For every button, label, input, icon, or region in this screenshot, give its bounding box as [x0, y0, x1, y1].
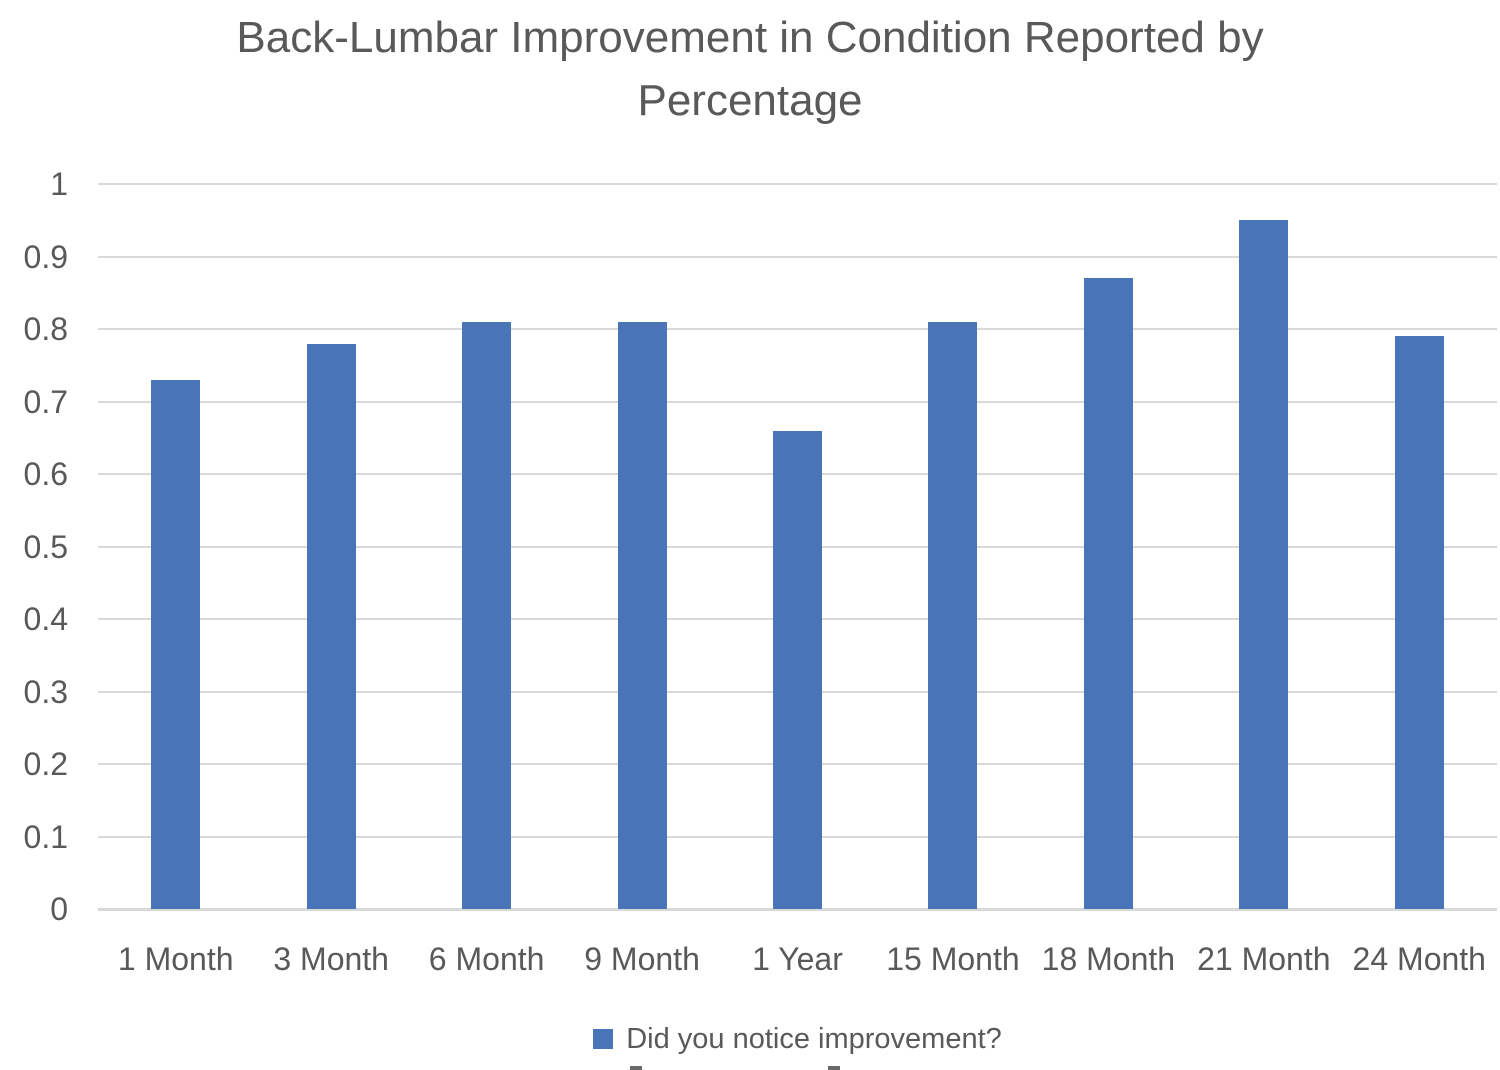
- bar-18-month: [1083, 278, 1133, 909]
- chart-title: Back-Lumbar Improvement in Condition Rep…: [0, 6, 1500, 132]
- y-tick-label-0.6: 0.6: [23, 456, 68, 492]
- bar-21-month: [1239, 220, 1289, 909]
- y-tick-label-0.9: 0.9: [23, 238, 68, 275]
- legend-label: Did you notice improvement?: [626, 1023, 1002, 1055]
- y-tick-label-1: 1: [50, 166, 68, 202]
- y-tick-label-0.7: 0.7: [23, 383, 68, 420]
- y-tick-label-0.3: 0.3: [23, 673, 68, 710]
- gridline-0.7: [98, 400, 1497, 403]
- bar-15-month: [928, 321, 978, 909]
- y-tick-label-0.2: 0.2: [23, 746, 68, 782]
- y-tick-label-0: 0: [50, 891, 68, 927]
- bar-3-month: [306, 343, 356, 909]
- y-tick-label-0.5: 0.5: [23, 528, 68, 565]
- bar-24-month: [1394, 336, 1444, 909]
- x-tick-label-9-month: 9 Month: [584, 941, 700, 977]
- x-tick-label-6-month: 6 Month: [428, 941, 545, 977]
- cropped-text-fragment: [828, 1066, 840, 1070]
- legend: Did you notice improvement?: [98, 1022, 1497, 1056]
- x-tick-label-1-month: 1 Month: [117, 941, 234, 977]
- bar-1-month: [151, 379, 201, 909]
- bar-6-month: [462, 321, 512, 909]
- bar-9-month: [617, 321, 667, 909]
- gridline-0.9: [98, 255, 1497, 258]
- x-tick-label-3-month: 3 Month: [273, 941, 389, 977]
- y-tick-label-0.1: 0.1: [23, 818, 68, 855]
- x-tick-label-15-month: 15 Month: [886, 941, 1020, 977]
- chart-title-line1: Back-Lumbar Improvement in Condition Rep…: [236, 13, 1264, 62]
- chart-title-line2: Percentage: [637, 76, 863, 125]
- bar-1-year: [773, 430, 822, 909]
- x-tick-label-18-month: 18 Month: [1041, 941, 1176, 977]
- gridline-0: [98, 908, 1497, 911]
- plot-area: [98, 183, 1497, 911]
- cropped-text-fragment: [630, 1066, 642, 1070]
- y-tick-label-0.4: 0.4: [23, 601, 68, 637]
- x-tick-label-21-month: 21 Month: [1197, 941, 1331, 977]
- gridline-1: [98, 183, 1497, 185]
- gridline-0.8: [98, 328, 1497, 330]
- legend-swatch-icon: [593, 1029, 614, 1049]
- x-tick-label-24-month: 24 Month: [1352, 941, 1486, 977]
- y-tick-label-0.8: 0.8: [23, 311, 68, 347]
- x-tick-label-1-year: 1 Year: [752, 941, 843, 977]
